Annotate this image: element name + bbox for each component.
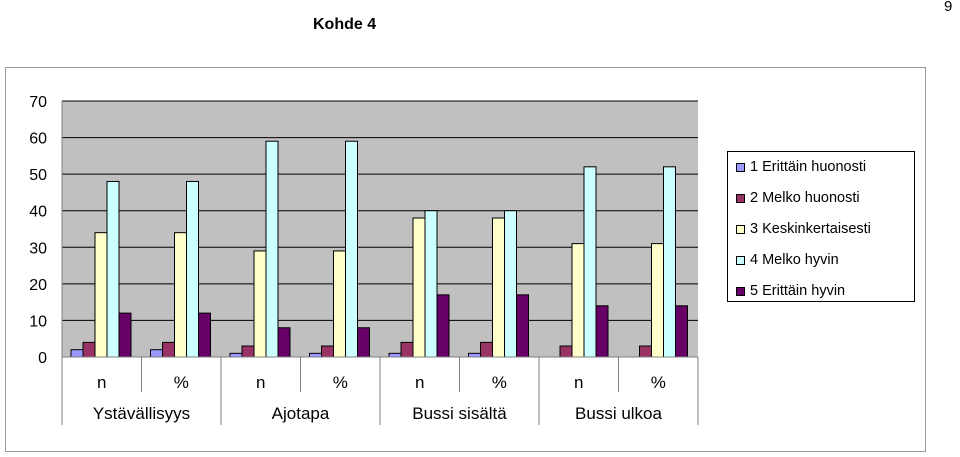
legend-label: 2 Melko huonosti: [750, 190, 860, 206]
bar: [583, 166, 597, 358]
bar: [388, 352, 402, 358]
bar: [94, 232, 108, 358]
bar: [106, 180, 120, 358]
y-tick-label: 40: [29, 204, 47, 221]
legend-swatch: [736, 224, 745, 234]
x-group-label: Bussi ulkoa: [575, 404, 662, 423]
y-tick-label: 0: [38, 350, 47, 367]
bar: [345, 140, 358, 358]
bar: [333, 250, 346, 358]
x-tick-label: n: [97, 373, 106, 392]
y-tick-label: 10: [29, 313, 47, 330]
chart-frame: [5, 67, 926, 452]
legend: 1 Erittäin huonosti 2 Melko huonosti 3 Kes…: [727, 151, 915, 302]
bar: [651, 243, 664, 358]
x-tick-label: n: [415, 373, 424, 392]
x-tick-label: n: [574, 373, 583, 392]
y-tick-label: 20: [29, 277, 47, 294]
legend-swatch: [736, 286, 745, 296]
x-tick-label: %: [492, 373, 507, 392]
bar: [277, 327, 291, 358]
x-group-label: Bussi sisältä: [412, 404, 507, 423]
legend-swatch: [736, 162, 745, 172]
bar: [663, 166, 676, 358]
bar: [595, 305, 609, 358]
x-group-label: Ystävällisyys: [93, 404, 190, 423]
bar: [480, 341, 493, 358]
bar: [516, 294, 529, 358]
bar: [174, 232, 187, 358]
legend-item: 5 Erittäin hyvin: [736, 281, 845, 301]
bar: [265, 140, 279, 358]
legend-swatch: [736, 193, 745, 203]
x-tick-label: %: [651, 373, 666, 392]
x-tick-label: %: [333, 373, 348, 392]
legend-label: 3 Keskinkertaisesti: [750, 221, 871, 237]
bar: [70, 349, 84, 358]
page-number: 9: [944, 0, 953, 15]
legend-item: 4 Melko hyvin: [736, 250, 839, 270]
bars: [70, 140, 688, 358]
bar: [321, 345, 334, 358]
y-tick-label: 70: [29, 94, 47, 111]
legend-label: 4 Melko hyvin: [750, 252, 839, 268]
legend-swatch: [736, 255, 745, 265]
y-tick-label: 50: [29, 167, 47, 184]
y-tick-label: 60: [29, 131, 47, 148]
bar: [229, 352, 243, 358]
bar: [118, 312, 132, 358]
legend-label: 5 Erittäin hyvin: [750, 283, 846, 299]
bar: [424, 210, 438, 358]
chart-title: Kohde 4: [313, 16, 377, 33]
x-tick-label: n: [256, 373, 265, 392]
bar: [675, 305, 688, 358]
x-tick-label: %: [174, 373, 189, 392]
x-group-label: Ajotapa: [272, 404, 330, 423]
legend-item: 3 Keskinkertaisesti: [736, 219, 871, 239]
legend-item: 2 Melko huonosti: [736, 188, 860, 208]
bar: [198, 312, 211, 358]
bar: [468, 352, 481, 358]
bar: [571, 243, 585, 358]
axes: 0 10 20 30 40 50 60 70 n% n% n% n % Ystävällisyys Ajot…: [29, 94, 699, 425]
bar: [241, 345, 255, 358]
legend-item: 1 Erittäin huonosti: [736, 157, 866, 177]
bar: [504, 210, 517, 358]
bar: [253, 250, 267, 358]
legend-label: 1 Erittäin huonosti: [750, 159, 867, 175]
bar: [559, 345, 573, 358]
bar: [150, 349, 163, 358]
bar: [412, 217, 426, 358]
bar: [186, 180, 199, 358]
bar: [639, 345, 652, 358]
y-tick-label: 30: [29, 240, 47, 257]
bar: [82, 341, 96, 358]
bar: [436, 294, 450, 358]
bar: [492, 217, 505, 358]
bar: [162, 341, 175, 358]
bar: [357, 327, 370, 358]
bar: [309, 352, 322, 358]
bar: [400, 341, 414, 358]
